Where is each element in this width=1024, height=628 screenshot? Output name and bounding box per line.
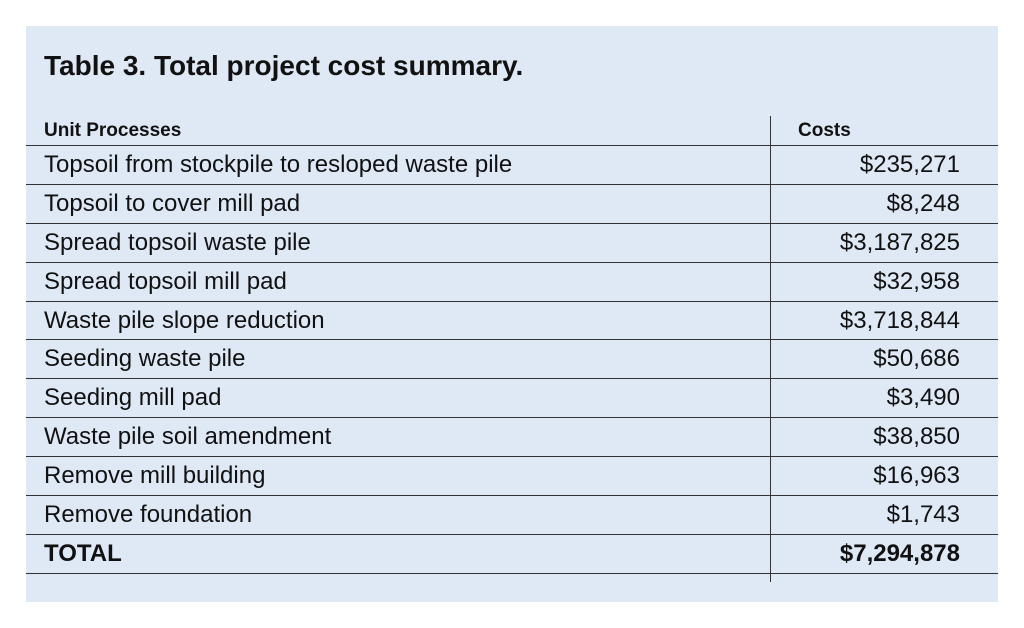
- table-row: Seeding mill pad $3,490: [26, 379, 998, 419]
- row-cost: $8,248: [886, 189, 960, 217]
- table-row: Waste pile soil amendment $38,850: [26, 418, 998, 458]
- row-process: Spread topsoil waste pile: [44, 228, 311, 256]
- table-header-row: Unit Processes Costs: [26, 116, 998, 146]
- table-title: Table 3. Total project cost summary.: [44, 50, 524, 81]
- total-cost: $7,294,878: [839, 539, 960, 567]
- row-process: Spread topsoil mill pad: [44, 267, 287, 295]
- table-row: Remove foundation $1,743: [26, 496, 998, 535]
- row-cost: $3,718,844: [839, 306, 960, 334]
- table-row: Seeding waste pile $50,686: [26, 340, 998, 380]
- table-total-row: TOTAL $7,294,878: [26, 535, 998, 574]
- row-cost: $38,850: [873, 423, 960, 451]
- row-cost: $50,686: [873, 345, 960, 373]
- row-process: Topsoil from stockpile to resloped waste…: [44, 150, 513, 178]
- row-cost: $3,490: [886, 384, 960, 412]
- row-cost: $3,187,825: [839, 228, 960, 256]
- row-cost: $1,743: [886, 500, 960, 528]
- table-row: Topsoil from stockpile to resloped waste…: [26, 146, 998, 185]
- row-process: Topsoil to cover mill pad: [44, 189, 301, 217]
- header-costs: Costs: [798, 119, 851, 141]
- row-process: Waste pile soil amendment: [44, 423, 332, 451]
- row-process: Seeding mill pad: [44, 384, 222, 412]
- row-cost: $32,958: [873, 267, 960, 295]
- table-row: Spread topsoil waste pile $3,187,825: [26, 224, 998, 263]
- row-cost: $16,963: [873, 462, 960, 490]
- table-row: Waste pile slope reduction $3,718,844: [26, 302, 998, 341]
- row-cost: $235,271: [859, 150, 960, 178]
- row-process: Remove foundation: [44, 500, 253, 528]
- table-row: Topsoil to cover mill pad $8,248: [26, 185, 998, 224]
- header-unit-processes: Unit Processes: [44, 119, 182, 141]
- table-panel: Table 3. Total project cost summary. Uni…: [26, 26, 998, 602]
- cost-table: Unit Processes Costs Topsoil from stockp…: [26, 116, 998, 574]
- total-label: TOTAL: [44, 539, 122, 567]
- row-process: Seeding waste pile: [44, 345, 246, 373]
- row-process: Waste pile slope reduction: [44, 306, 325, 334]
- column-divider: [770, 116, 771, 582]
- table-row: Spread topsoil mill pad $32,958: [26, 263, 998, 302]
- row-process: Remove mill building: [44, 462, 266, 490]
- table-row: Remove mill building $16,963: [26, 457, 998, 497]
